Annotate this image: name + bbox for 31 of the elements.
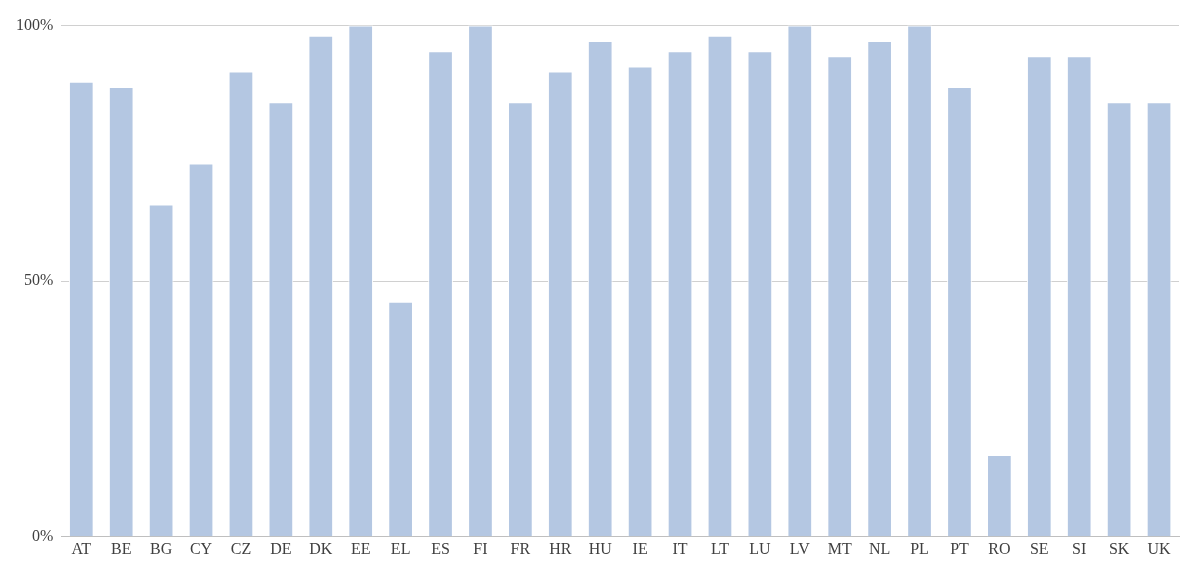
x-tick-label: CZ xyxy=(230,539,252,557)
x-tick-label: AT xyxy=(71,539,92,557)
x-tick-label: UK xyxy=(1147,539,1172,557)
x-tick-label: NL xyxy=(868,539,891,557)
x-tick-label: EL xyxy=(390,539,411,557)
x-tick-label: IT xyxy=(672,539,688,557)
x-tick-label: SK xyxy=(1108,539,1130,557)
x-tick-label: PL xyxy=(910,539,929,557)
y-tick-label: 0% xyxy=(32,527,54,544)
x-tick-label: PT xyxy=(950,539,970,557)
y-tick-label: 100% xyxy=(16,15,54,33)
x-tick-label: SE xyxy=(1029,539,1049,557)
x-tick-label: LV xyxy=(789,539,811,557)
x-tick-label: DE xyxy=(270,539,292,557)
x-tick-label: MT xyxy=(827,539,852,557)
x-tick-label: RO xyxy=(988,539,1011,557)
x-tick-label: DK xyxy=(309,539,333,557)
x-tick-label: SI xyxy=(1072,539,1087,557)
x-tick-label: LU xyxy=(749,539,771,557)
x-tick-label: EE xyxy=(350,539,371,557)
x-tick-label: BE xyxy=(110,539,132,557)
y-tick-label: 50% xyxy=(24,271,54,289)
x-tick-label: IE xyxy=(632,539,648,557)
x-tick-label: CY xyxy=(189,539,213,557)
x-tick-label: FR xyxy=(510,539,531,557)
x-tick-label: LT xyxy=(710,539,730,557)
x-tick-label: HR xyxy=(549,539,572,557)
x-tick-label: FI xyxy=(473,539,488,557)
x-tick-label: HU xyxy=(588,539,613,557)
x-tick-label: ES xyxy=(431,539,450,557)
x-tick-label: BG xyxy=(150,539,173,557)
